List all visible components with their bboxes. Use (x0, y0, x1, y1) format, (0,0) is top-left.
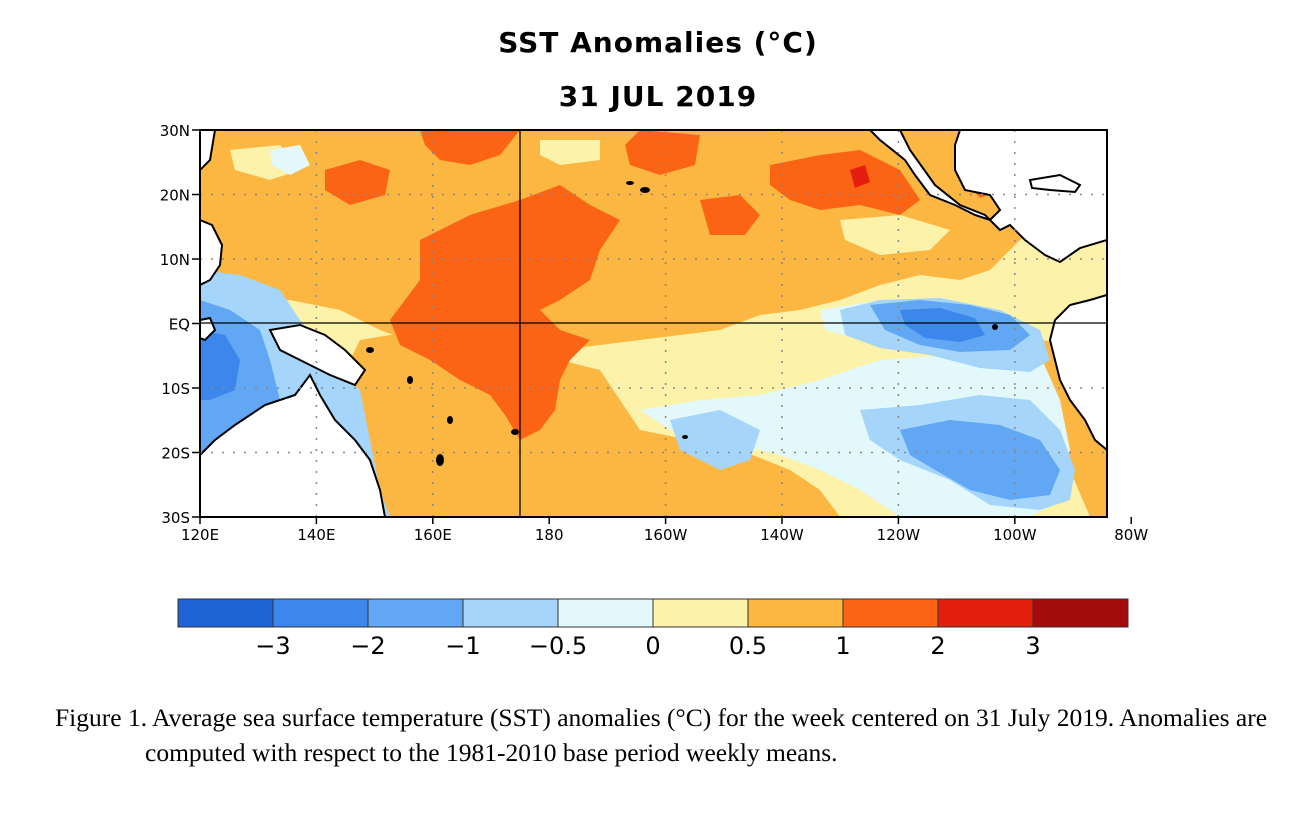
colorbar-tick-label: −0.5 (529, 632, 587, 660)
anomaly-region-1-2-central (390, 185, 620, 440)
colorbar (177, 598, 1129, 628)
colorbar-tick-label: 0 (645, 632, 660, 660)
anomaly-region-2-3 (850, 165, 870, 188)
land-south-america (1048, 293, 1107, 452)
lat-label: 30N (160, 122, 190, 140)
island-vanuatu (447, 416, 453, 424)
land-central-america (868, 130, 1107, 264)
anomaly-region-neg3-neg2-west (200, 330, 240, 400)
colorbar-bin (367, 598, 464, 628)
lat-label: 20S (161, 445, 190, 463)
colorbar-bin (842, 598, 939, 628)
colorbar-tick-labels: −3 −2 −1 −0.5 0 0.5 1 2 3 (255, 632, 1040, 660)
colorbar-tick-label: 1 (835, 632, 850, 660)
anomaly-region-neg0p5-0-north (270, 145, 310, 175)
lat-label: 10S (161, 380, 190, 398)
lon-label: 100W (993, 526, 1037, 544)
anomaly-region-1-2-north-b (625, 130, 700, 175)
lon-label: 120W (877, 526, 921, 544)
map-date: 31 JUL 2019 (558, 80, 758, 113)
land-australia (200, 373, 387, 517)
island-pacific-b (407, 376, 413, 384)
map-title: SST Anomalies (°C) (498, 26, 818, 59)
lat-label: EQ (169, 316, 190, 334)
anomaly-region-0-0p5-c (840, 215, 950, 255)
colorbar-bin (177, 598, 274, 628)
lat-label: 20N (160, 187, 190, 205)
island-hawaii-a (626, 181, 634, 185)
colorbar-tick-label: 2 (930, 632, 945, 660)
lon-label: 160W (644, 526, 688, 544)
island-solomon (366, 347, 374, 353)
lat-label: 30S (161, 509, 190, 527)
anomaly-region-neg3-neg2-equator (900, 308, 985, 342)
land-asia-corner (200, 130, 217, 172)
colorbar-bin (1032, 598, 1129, 628)
anomaly-region-1-2-east (700, 195, 760, 235)
colorbar-bin (747, 598, 844, 628)
lon-label: 140E (297, 526, 335, 544)
land-philippines (200, 218, 224, 287)
colorbar-tick-label: −1 (445, 632, 480, 660)
anomaly-region-1-2-north-a (420, 130, 520, 165)
lon-label: 120E (181, 526, 219, 544)
anomaly-region-neg1-neg0p5-southeast (670, 410, 760, 470)
colorbar-tick-label: 3 (1025, 632, 1040, 660)
land-new-guinea (268, 323, 367, 387)
colorbar-bin (557, 598, 654, 628)
colorbar-bin (937, 598, 1034, 628)
latitude-axis: 30N 20N 10N EQ 10S 20S 30S (160, 122, 200, 527)
colorbar-bin (652, 598, 749, 628)
colorbar-bin (462, 598, 559, 628)
island-galapagos (992, 324, 998, 330)
land-cuba (1028, 173, 1082, 194)
colorbar-tick-label: 0.5 (729, 632, 767, 660)
island-pacific-a (436, 454, 444, 466)
figure-caption: Figure 1. Average sea surface temperatur… (55, 703, 1268, 767)
anomaly-region-1-2-northwest (325, 160, 390, 205)
lat-label: 10N (160, 251, 190, 269)
lon-label: 140W (760, 526, 804, 544)
longitude-axis: 120E 140E 160E 180 160W 140W 120W 100W 80W (181, 517, 1148, 544)
anomaly-region-neg2-neg1-south (900, 420, 1060, 500)
lon-label: 80W (1114, 526, 1148, 544)
island-hawaii-b (640, 187, 650, 193)
lon-label: 160E (414, 526, 452, 544)
lon-label: 180 (535, 526, 564, 544)
colorbar-tick-label: −3 (255, 632, 290, 660)
colorbar-bin (272, 598, 369, 628)
island-pacific-d (682, 435, 688, 439)
colorbar-tick-label: −2 (350, 632, 385, 660)
anomaly-region-0-0p5-a (540, 140, 600, 165)
anomaly-region-1-2-northeast (770, 150, 920, 215)
island-pacific-c (511, 429, 519, 435)
